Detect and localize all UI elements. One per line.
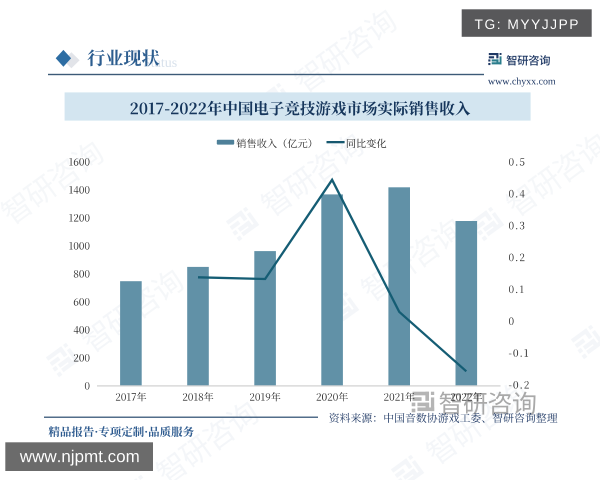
svg-text:Status: Status <box>143 56 177 71</box>
